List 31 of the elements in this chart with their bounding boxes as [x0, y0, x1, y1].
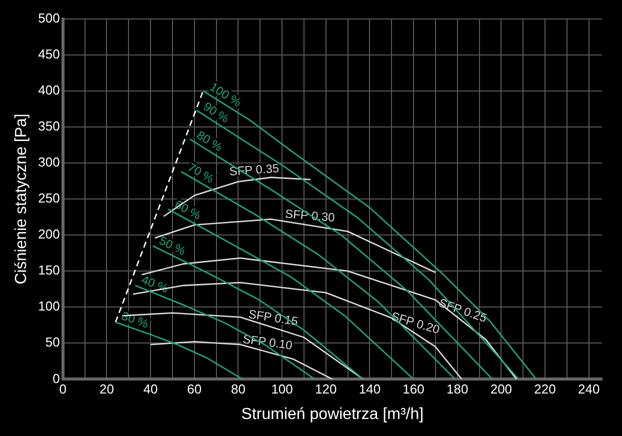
x-tick-label: 160 [402, 382, 424, 397]
y-tick-label: 400 [38, 82, 60, 98]
y-tick-label: 300 [38, 154, 60, 170]
y-tick-label: 200 [38, 226, 60, 242]
x-axis-title: Strumień powietrza [m³/h] [241, 406, 424, 423]
y-tick-label: 50 [45, 334, 60, 350]
y-tick-label: 0 [52, 370, 60, 386]
y-tick-label: 500 [38, 10, 60, 26]
y-tick-label: 350 [38, 118, 60, 134]
text: 80 % [194, 128, 226, 154]
x-tick-label: 140 [358, 382, 381, 397]
x-tick-label: 240 [578, 382, 600, 397]
y-tick-label: 100 [38, 298, 60, 314]
x-tick-label: 220 [534, 382, 556, 397]
x-tick-label: 100 [271, 382, 293, 397]
y-tick-label: 150 [38, 262, 60, 278]
x-tick-label: 180 [446, 382, 468, 397]
y-tick-label: 250 [38, 190, 60, 206]
y-axis-title: Ciśnienie statyczne [Pa] [13, 114, 30, 284]
text: 70 % [186, 160, 217, 186]
text: 60 % [172, 197, 204, 223]
text: SFP 0.15 [248, 306, 300, 328]
x-tick-label: 200 [490, 382, 512, 397]
x-tick-label: 40 [143, 382, 158, 397]
text: 90 % [200, 99, 232, 126]
x-tick-label: 120 [315, 382, 337, 397]
text: 50 % [157, 234, 188, 258]
x-tick-label: 60 [187, 382, 202, 397]
y-tick-label: 450 [38, 46, 60, 62]
x-tick-label: 80 [230, 382, 246, 397]
x-tick-label: 20 [99, 382, 114, 397]
